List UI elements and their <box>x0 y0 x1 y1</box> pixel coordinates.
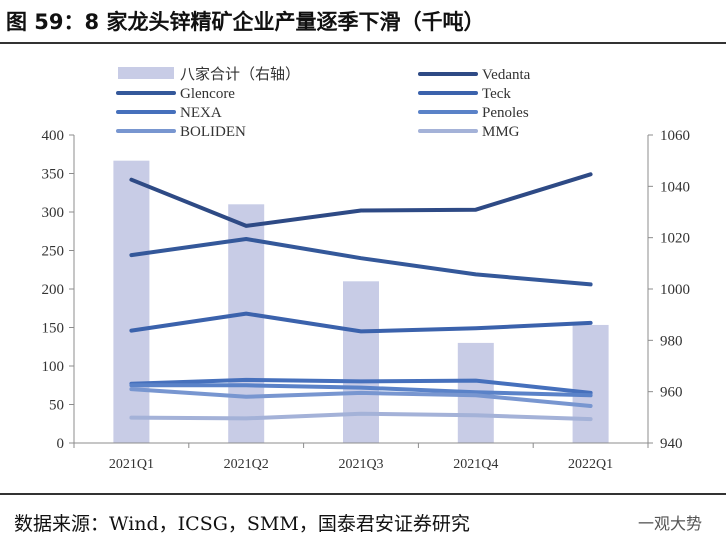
bar-series <box>113 160 609 443</box>
line-nexa <box>129 377 593 395</box>
legend-entry: Penoles <box>418 105 529 121</box>
left-tick-label: 200 <box>42 282 65 298</box>
source-note: 数据来源：Wind，ICSG，SMM，国泰君安证券研究 <box>14 513 470 535</box>
line-series <box>129 172 593 422</box>
right-tick-label: 960 <box>660 385 683 401</box>
x-tick-label: 2021Q4 <box>453 457 498 472</box>
left-tick-label: 0 <box>57 436 65 452</box>
left-tick-label: 100 <box>42 359 65 375</box>
legend-entry: 八家合计（右轴） <box>118 66 300 83</box>
x-tick-label: 2021Q1 <box>109 457 154 472</box>
line-glencore <box>129 237 593 287</box>
bar-2022Q1 <box>572 324 609 443</box>
right-tick-label: 1000 <box>660 282 690 298</box>
right-tick-label: 1020 <box>660 231 690 247</box>
chart-title: 图 59：8 家龙头锌精矿企业产量逐季下滑（千吨） <box>6 10 485 34</box>
chart: 八家合计（右轴） Vedanta Glencore Teck NEXA Penoles BO… <box>42 66 691 472</box>
legend-entry: Vedanta <box>418 67 531 83</box>
legend-label: BOLIDEN <box>180 124 246 140</box>
left-tick-label: 300 <box>42 205 65 221</box>
x-tick-label: 2021Q3 <box>338 457 383 472</box>
legend-entry: Teck <box>418 86 511 102</box>
line-mmg <box>129 411 593 422</box>
legend-label: Teck <box>482 86 511 102</box>
legend: 八家合计（右轴） Vedanta Glencore Teck NEXA Penoles BO… <box>116 66 531 140</box>
legend-entry: MMG <box>418 124 520 140</box>
legend-label: MMG <box>482 124 520 140</box>
right-tick-label: 940 <box>660 436 683 452</box>
x-tick-label: 2022Q1 <box>568 457 613 472</box>
bar-2021Q3 <box>343 281 379 443</box>
legend-label: Vedanta <box>482 67 531 83</box>
left-tick-label: 350 <box>42 167 65 183</box>
line-penoles <box>129 383 593 398</box>
legend-entry: BOLIDEN <box>116 124 246 140</box>
right-tick-label: 980 <box>660 333 683 349</box>
right-tick-label: 1060 <box>660 128 690 144</box>
left-tick-label: 150 <box>42 321 65 337</box>
source-rule <box>0 493 726 495</box>
bar-2021Q2 <box>228 204 265 443</box>
legend-label: Glencore <box>180 86 235 102</box>
x-tick-label: 2021Q2 <box>224 457 269 472</box>
title-rule <box>0 42 726 44</box>
legend-entry: Glencore <box>116 86 235 102</box>
left-tick-label: 400 <box>42 128 65 144</box>
right-tick-label: 1040 <box>660 179 690 195</box>
axes: 0 50 100 150 200 250 300 350 400 940 960 980 1000 102… <box>42 128 691 472</box>
line-vedanta <box>129 172 593 228</box>
line-boliden <box>129 387 593 408</box>
line-teck <box>129 311 593 334</box>
legend-swatch-bar <box>118 67 174 79</box>
left-tick-label: 250 <box>42 244 65 260</box>
bar-2021Q1 <box>113 160 150 443</box>
watermark: 一观大势 <box>637 514 702 533</box>
legend-label: Penoles <box>482 105 529 121</box>
legend-entry: NEXA <box>116 105 222 121</box>
left-tick-label: 50 <box>49 398 64 414</box>
legend-label: 八家合计（右轴） <box>180 66 300 83</box>
legend-label: NEXA <box>180 105 222 121</box>
